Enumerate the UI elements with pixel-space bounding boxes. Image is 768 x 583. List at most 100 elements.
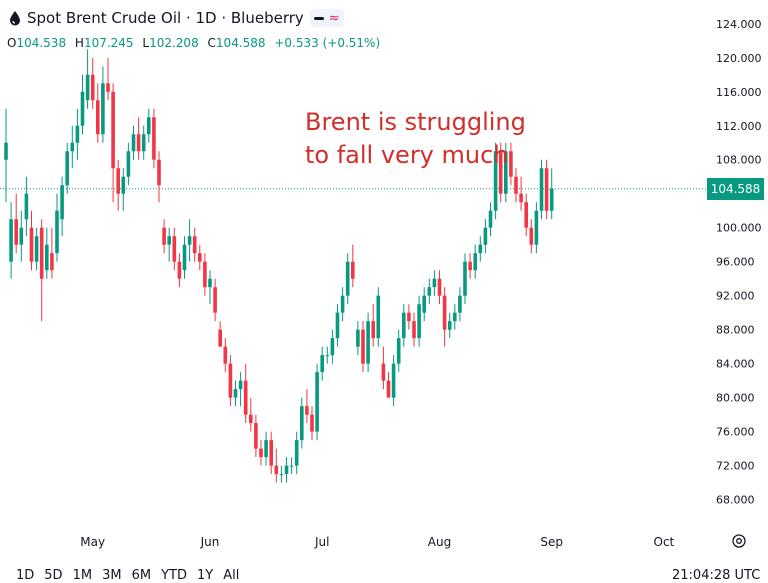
candle — [9, 202, 13, 279]
candle-body — [198, 253, 202, 262]
candle — [371, 304, 375, 347]
candle — [111, 83, 115, 203]
candle — [19, 210, 24, 262]
range-button-1d[interactable]: 1D — [16, 568, 35, 583]
candle — [310, 406, 314, 441]
candle — [402, 304, 406, 347]
candle — [330, 329, 335, 364]
candle-body — [192, 236, 197, 254]
candle-body — [208, 278, 212, 288]
candle — [534, 202, 539, 254]
candle-body — [274, 465, 279, 475]
candle-body — [330, 338, 335, 356]
y-tick-label: 112.000 — [716, 120, 762, 133]
candle — [60, 176, 64, 237]
candle — [208, 270, 212, 305]
candle — [320, 346, 324, 381]
candle-body — [524, 202, 528, 228]
range-selector: 1D 5D 1M 3M 6M YTD 1Y All — [16, 568, 249, 583]
candle — [524, 193, 528, 237]
candle-body — [177, 261, 182, 279]
range-button-all[interactable]: All — [223, 568, 240, 583]
candle-body — [549, 188, 554, 211]
candle-body — [213, 287, 217, 313]
candle — [243, 363, 248, 424]
candle-body — [407, 312, 411, 322]
high-label: H — [74, 36, 84, 50]
candle — [453, 304, 457, 330]
candle-body — [29, 227, 34, 262]
candle-body — [442, 295, 447, 330]
candle — [356, 321, 360, 356]
candle-body — [488, 210, 493, 228]
y-tick-label: 68.000 — [716, 494, 755, 507]
y-tick-label: 100.000 — [716, 222, 762, 235]
chart-annotation: Brent is struggling to fall very much — [305, 106, 526, 172]
candle-body — [85, 74, 90, 101]
candle-body — [101, 83, 105, 135]
candle-body — [468, 261, 472, 271]
y-tick-label: 76.000 — [716, 426, 755, 439]
gear-icon[interactable] — [731, 533, 747, 549]
y-tick-label: 116.000 — [716, 86, 762, 99]
candle-body — [172, 236, 177, 262]
annotation-line-1: Brent is struggling — [305, 108, 526, 136]
candle — [381, 346, 386, 390]
candle — [351, 244, 355, 288]
range-button-ytd[interactable]: YTD — [161, 568, 187, 583]
range-button-3m[interactable]: 3M — [102, 568, 122, 583]
candle — [284, 457, 289, 483]
range-button-1y[interactable]: 1Y — [196, 568, 214, 583]
candle-body — [473, 253, 477, 271]
candle-body — [65, 151, 69, 186]
candle-body — [136, 134, 141, 152]
high-value: 107.245 — [83, 36, 134, 50]
open-label: O — [7, 36, 17, 50]
indicator-badge[interactable]: ≈ — [309, 9, 344, 27]
candle — [228, 355, 233, 407]
candle-body — [351, 261, 355, 279]
low-label: L — [142, 36, 150, 50]
time-axis[interactable]: May Jun Jul Aug Sep Oct — [80, 535, 674, 549]
candle — [96, 83, 100, 143]
candle-body — [386, 380, 391, 398]
candle-body — [162, 227, 166, 245]
range-button-1m[interactable]: 1M — [72, 568, 93, 583]
candle-body — [284, 465, 289, 475]
price-axis[interactable]: 68.000 72.000 76.000 80.000 84.000 88.000 92.0… — [716, 18, 762, 507]
chart-header: Spot Brent Crude Oil · 1D · Blueberry ≈ — [7, 9, 344, 27]
candle-body — [223, 346, 228, 364]
candle-body — [45, 244, 49, 271]
candle-body — [264, 440, 268, 458]
candle-body — [249, 414, 253, 424]
candle — [417, 295, 421, 347]
candle-body — [279, 474, 284, 476]
range-button-6m[interactable]: 6M — [131, 568, 152, 583]
candle-body — [14, 219, 18, 245]
candle — [514, 168, 518, 203]
candle-body — [514, 176, 518, 194]
candle — [407, 304, 411, 330]
candle-body — [335, 312, 340, 339]
candle-body — [356, 329, 360, 347]
candle — [70, 125, 75, 169]
candle — [218, 321, 222, 347]
chart-title: Spot Brent Crude Oil · 1D · Blueberry — [27, 9, 304, 27]
candle — [391, 355, 396, 407]
candle-body — [534, 210, 539, 245]
candle — [147, 108, 151, 143]
candle — [101, 66, 105, 143]
candle — [549, 168, 554, 220]
ohlc-readout: O104.538 H107.245 L102.208 C104.588 +0.5… — [7, 36, 380, 50]
candle-body — [131, 134, 136, 152]
candle — [152, 108, 156, 169]
candle — [473, 244, 477, 279]
candle — [412, 312, 416, 347]
x-tick-label: Sep — [540, 535, 563, 549]
candle — [14, 193, 18, 254]
range-button-5d[interactable]: 5D — [44, 568, 63, 583]
candle — [422, 287, 426, 322]
low-value: 102.208 — [149, 36, 199, 50]
x-tick-label: Oct — [654, 535, 675, 549]
